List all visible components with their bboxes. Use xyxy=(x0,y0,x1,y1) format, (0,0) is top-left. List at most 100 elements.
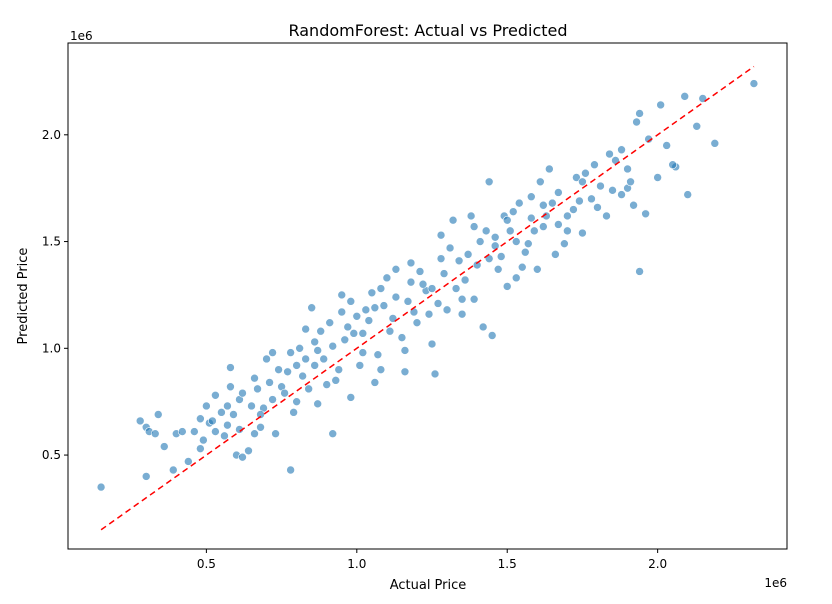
data-point xyxy=(331,376,341,385)
data-point xyxy=(310,361,319,370)
data-point xyxy=(575,196,584,206)
data-point xyxy=(415,267,425,276)
data-point xyxy=(692,121,702,131)
data-point xyxy=(379,301,389,310)
ideal-fit-line xyxy=(100,65,755,531)
data-point xyxy=(397,333,407,342)
data-point xyxy=(572,173,581,182)
data-point xyxy=(262,354,271,364)
data-point xyxy=(656,100,665,110)
data-point xyxy=(593,203,602,212)
data-point xyxy=(587,194,596,204)
data-point xyxy=(653,173,662,182)
data-point xyxy=(629,200,638,210)
data-point xyxy=(475,237,485,246)
data-point xyxy=(427,284,437,293)
y-axis-label: Predicted Price xyxy=(16,248,31,345)
data-point xyxy=(190,427,199,436)
data-point xyxy=(496,252,506,261)
x-tick-label: 0.5 xyxy=(197,557,216,571)
data-point xyxy=(286,465,295,475)
data-point xyxy=(505,226,515,236)
data-point xyxy=(517,262,527,272)
data-point xyxy=(439,269,449,278)
data-point xyxy=(581,168,590,178)
data-point xyxy=(662,141,671,150)
data-point xyxy=(352,311,362,321)
data-point xyxy=(454,256,464,266)
data-point xyxy=(382,273,392,283)
data-point xyxy=(596,181,605,191)
x-axis-label: Actual Price xyxy=(390,578,467,593)
data-point xyxy=(376,284,386,293)
data-point xyxy=(159,442,169,451)
y-axis: 0.5 1.0 1.5 2.0 xyxy=(42,128,68,462)
data-point xyxy=(563,226,572,236)
data-point xyxy=(292,397,301,406)
data-point xyxy=(364,316,374,325)
data-point xyxy=(229,410,238,419)
data-point xyxy=(403,297,413,306)
data-point xyxy=(199,435,208,445)
data-point xyxy=(334,365,344,374)
data-point xyxy=(238,452,247,462)
data-point xyxy=(265,378,274,387)
data-point xyxy=(358,329,368,338)
data-point xyxy=(635,267,644,276)
data-point xyxy=(292,361,301,370)
data-point xyxy=(445,243,455,253)
data-point xyxy=(337,307,347,317)
data-point xyxy=(635,109,644,118)
data-point xyxy=(472,260,482,270)
data-point xyxy=(632,117,641,127)
data-point xyxy=(196,444,205,453)
data-point xyxy=(250,429,259,439)
data-point xyxy=(391,292,401,302)
data-point xyxy=(313,399,322,409)
data-point xyxy=(548,198,557,208)
data-point xyxy=(602,211,611,221)
data-point xyxy=(484,177,494,187)
data-point xyxy=(623,164,632,174)
data-point xyxy=(560,239,569,248)
data-point xyxy=(511,273,521,283)
data-point xyxy=(271,429,280,439)
data-point xyxy=(668,160,677,169)
data-point xyxy=(469,294,479,304)
data-point xyxy=(340,335,350,345)
data-point xyxy=(430,369,440,379)
data-point xyxy=(427,339,437,349)
data-point xyxy=(322,380,332,389)
data-point xyxy=(208,416,217,426)
data-point xyxy=(307,303,316,313)
data-point xyxy=(301,324,310,334)
data-point xyxy=(442,305,452,315)
data-point xyxy=(361,305,371,315)
data-point xyxy=(457,309,467,319)
data-point xyxy=(436,230,446,240)
data-point xyxy=(325,318,335,327)
data-point xyxy=(313,346,322,355)
y-tick-label: 1.0 xyxy=(42,341,61,355)
data-point xyxy=(551,250,560,259)
data-point xyxy=(355,361,365,370)
data-point xyxy=(153,410,163,419)
data-point xyxy=(370,303,380,313)
data-point xyxy=(617,145,626,155)
data-point xyxy=(223,401,232,411)
data-point xyxy=(400,367,410,377)
data-point xyxy=(412,318,422,327)
data-point xyxy=(683,190,693,199)
data-point xyxy=(490,241,500,251)
data-point xyxy=(238,388,247,398)
y-tick-label: 1.5 xyxy=(42,235,61,249)
data-point xyxy=(141,472,151,481)
data-point xyxy=(202,401,211,411)
data-point xyxy=(346,297,356,306)
data-point xyxy=(226,382,235,392)
data-point xyxy=(286,348,295,357)
data-point xyxy=(466,211,476,221)
data-point xyxy=(749,79,759,88)
data-point xyxy=(376,365,386,374)
y-tick-label: 0.5 xyxy=(42,448,61,462)
